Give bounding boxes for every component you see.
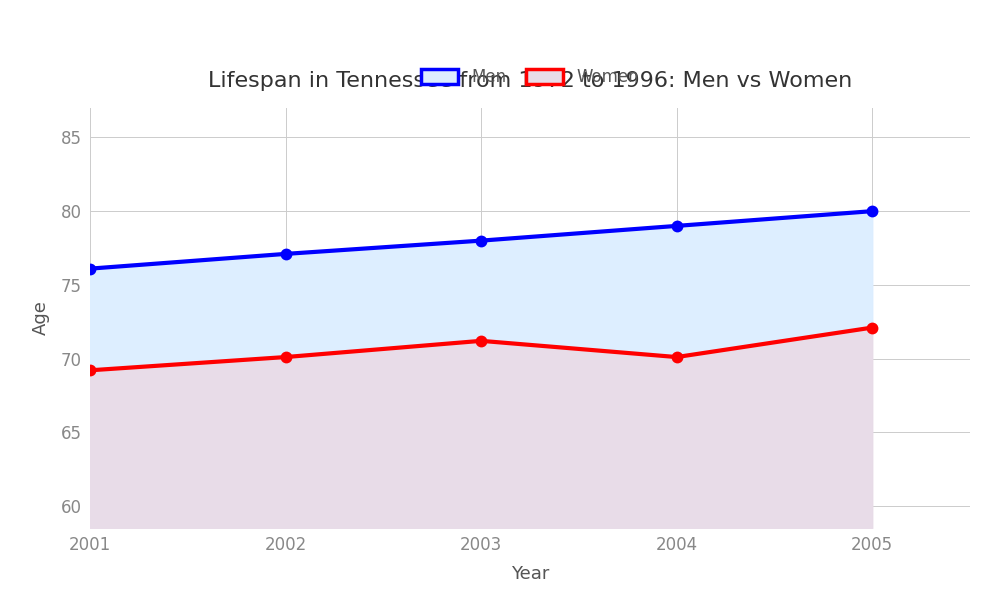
Y-axis label: Age: Age: [32, 301, 50, 335]
X-axis label: Year: Year: [511, 565, 549, 583]
Title: Lifespan in Tennessee from 1972 to 1996: Men vs Women: Lifespan in Tennessee from 1972 to 1996:…: [208, 71, 852, 91]
Legend: Men, Women: Men, Women: [414, 62, 646, 93]
